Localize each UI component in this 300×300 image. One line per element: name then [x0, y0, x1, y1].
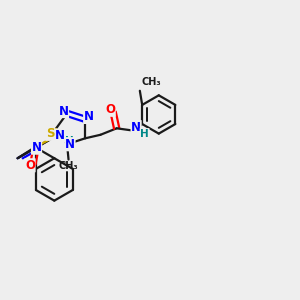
Text: N: N: [65, 138, 75, 151]
Text: CH₃: CH₃: [141, 77, 161, 87]
Text: O: O: [105, 103, 115, 116]
Text: S: S: [46, 127, 54, 140]
Text: N: N: [84, 110, 94, 123]
Text: N: N: [131, 121, 141, 134]
Text: N: N: [32, 141, 41, 154]
Text: O: O: [25, 159, 35, 172]
Text: N: N: [58, 104, 68, 118]
Text: N: N: [55, 129, 64, 142]
Text: H: H: [64, 136, 74, 146]
Text: CH₃: CH₃: [59, 161, 78, 171]
Text: H: H: [140, 129, 149, 139]
